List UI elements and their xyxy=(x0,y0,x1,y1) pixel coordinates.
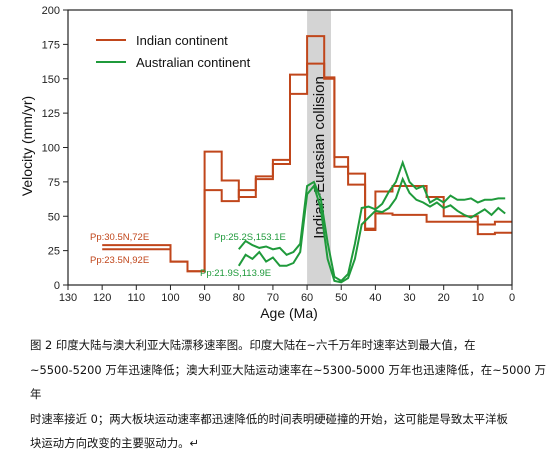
series-line-4 xyxy=(237,176,506,284)
x-tick-label: 90 xyxy=(198,292,210,304)
series-line-1 xyxy=(102,35,512,273)
y-tick-label: 150 xyxy=(42,74,60,86)
caption-line: 图 2 印度大陆与澳大利亚大陆漂移速率图。印度大陆在~六千万年时速率达到最大值，… xyxy=(30,338,476,352)
figure-caption: 图 2 印度大陆与澳大利亚大陆漂移速率图。印度大陆在~六千万年时速率达到最大值，… xyxy=(30,333,546,456)
x-tick-label: 30 xyxy=(403,292,415,304)
series-line-2 xyxy=(102,62,512,273)
x-tick-label: 10 xyxy=(472,292,484,304)
y-tick-label: 0 xyxy=(54,280,60,292)
series-line-3 xyxy=(238,159,506,283)
x-tick-label: 60 xyxy=(301,292,313,304)
velocity-chart: Indian-Eurasian collision 130 120 110 100 90… xyxy=(19,5,515,321)
y-axis-label: Velocity (mm/yr) xyxy=(19,96,35,196)
annotations: Pp:30.5N,72E Pp:23.5N,92E Pp:25.2S,153.1E P… xyxy=(90,232,286,279)
x-tick-label: 120 xyxy=(93,292,111,304)
collision-band-label: Indian-Eurasian collision xyxy=(311,76,328,239)
x-tick-label: 0 xyxy=(509,292,515,304)
x-tick-label: 70 xyxy=(267,292,279,304)
y-tick-label: 25 xyxy=(48,246,60,258)
series-point-label: Pp:21.9S,113.9E xyxy=(200,268,271,279)
caption-line: 块运动方向改变的主要驱动力。↵ xyxy=(30,436,200,451)
y-tick-label: 75 xyxy=(48,177,60,189)
series-point-label: Pp:30.5N,72E xyxy=(90,232,149,243)
series-point-label: Pp:25.2S,153.1E xyxy=(214,232,286,243)
x-tick-label: 40 xyxy=(369,292,381,304)
x-tick-label: 110 xyxy=(128,292,146,304)
x-axis-label: Age (Ma) xyxy=(260,305,318,321)
legend-entry: Australian continent xyxy=(136,55,251,70)
caption-line: 时速率接近 0；两大板块运动速率都迅速降低的时间表明硬碰撞的开始，这可能是导致太… xyxy=(30,411,508,426)
x-tick-label: 20 xyxy=(438,292,450,304)
x-tick-label: 100 xyxy=(161,292,179,304)
y-tick-label: 100 xyxy=(42,143,60,155)
x-tick-label: 130 xyxy=(59,292,77,304)
axes-group: 130 120 110 100 90 80 70 60 50 40 30 20 10 0025507510… xyxy=(42,5,515,304)
legend-entry: Indian continent xyxy=(136,33,228,48)
caption-line: ~5500-5200 万年迅速降低；澳大利亚大陆运动速率在~5300-5000 … xyxy=(30,362,546,402)
legend: Indian continent Australian continent xyxy=(96,33,251,70)
y-tick-label: 50 xyxy=(48,211,60,223)
y-tick-label: 175 xyxy=(42,39,60,51)
x-tick-label: 50 xyxy=(335,292,347,304)
series-group xyxy=(102,35,512,284)
y-tick-label: 125 xyxy=(42,108,60,120)
x-tick-label: 80 xyxy=(233,292,245,304)
series-point-label: Pp:23.5N,92E xyxy=(90,255,149,266)
y-tick-label: 200 xyxy=(42,5,60,17)
